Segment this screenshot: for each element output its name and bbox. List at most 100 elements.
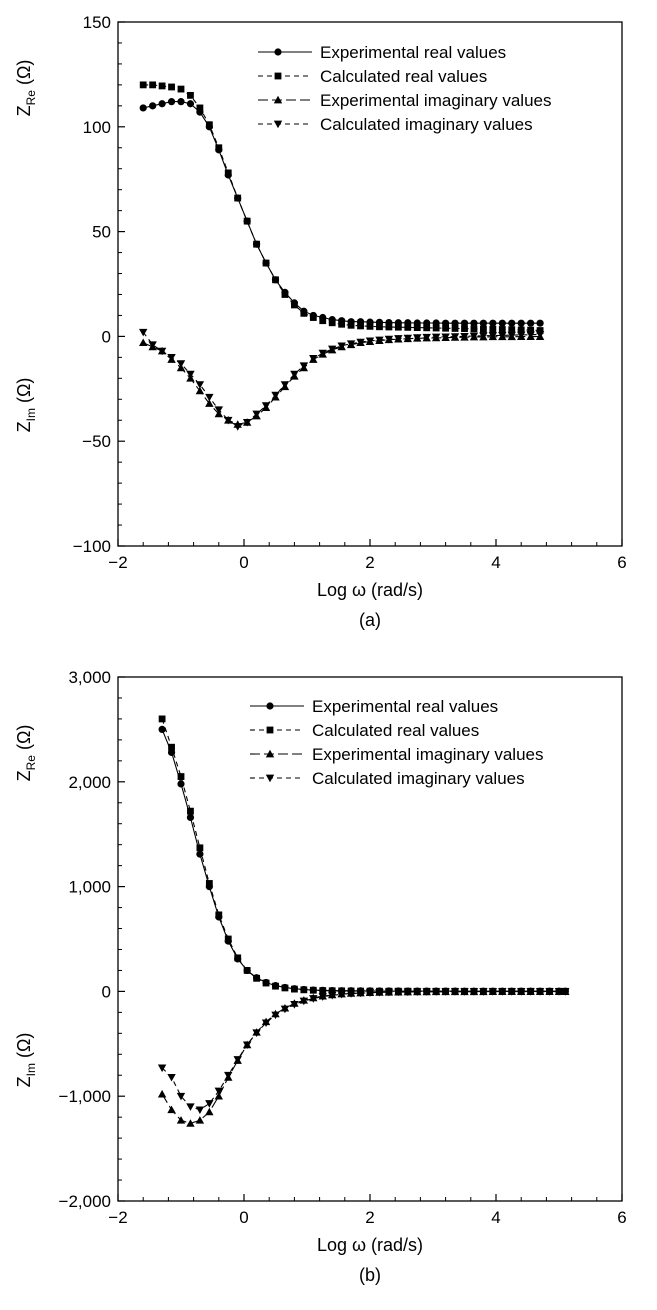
data-point	[423, 324, 431, 332]
data-point	[215, 911, 223, 919]
data-point	[205, 399, 214, 407]
data-point	[319, 317, 327, 325]
series-line	[161, 990, 566, 1111]
panel-label: (a)	[359, 610, 381, 630]
data-point	[280, 381, 290, 389]
data-point	[422, 988, 431, 996]
data-point	[554, 988, 564, 996]
x-tick-label: 2	[365, 1208, 374, 1227]
data-point	[261, 402, 271, 410]
data-point	[507, 988, 516, 996]
series-4	[139, 328, 545, 431]
data-point	[158, 82, 166, 90]
data-point	[272, 982, 279, 990]
data-point	[488, 332, 498, 340]
legend-marker	[273, 95, 283, 104]
data-point	[413, 334, 422, 342]
data-point	[149, 81, 157, 89]
data-point	[158, 715, 166, 723]
data-point	[167, 98, 176, 106]
data-point	[186, 813, 195, 822]
legend-marker	[266, 702, 274, 710]
legend-marker	[274, 72, 282, 80]
data-point	[139, 328, 148, 337]
data-point	[195, 381, 205, 389]
data-point	[291, 301, 298, 309]
data-point	[460, 988, 469, 996]
data-point	[149, 102, 157, 110]
data-point	[384, 335, 394, 344]
data-point	[195, 1116, 205, 1124]
data-point	[488, 988, 498, 996]
data-point	[176, 360, 186, 368]
data-point	[167, 354, 176, 362]
data-point	[309, 314, 317, 321]
y-tick-label: 2,000	[68, 773, 111, 792]
data-point	[139, 338, 148, 347]
data-point	[168, 83, 175, 91]
x-tick-label: 6	[617, 553, 626, 572]
data-point	[205, 1107, 214, 1116]
data-point	[431, 333, 441, 342]
data-point	[299, 362, 309, 370]
x-tick-label: 0	[239, 1208, 248, 1227]
data-point	[422, 333, 431, 342]
x-tick-label: 6	[617, 1208, 626, 1227]
data-point	[139, 104, 147, 112]
x-axis-label: Log ω (rad/s)	[317, 580, 423, 600]
data-point	[470, 319, 478, 327]
data-point	[517, 319, 525, 327]
data-point	[441, 988, 450, 996]
y-tick-label: 150	[83, 13, 111, 32]
data-point	[366, 322, 374, 330]
data-point	[498, 331, 507, 340]
data-point	[508, 326, 516, 334]
data-point	[451, 319, 459, 327]
series-2	[139, 81, 544, 334]
data-point	[214, 1092, 223, 1100]
legend-entry: Experimental real values	[320, 43, 506, 62]
data-point	[365, 989, 375, 997]
series-3	[157, 987, 570, 1127]
data-point	[167, 1105, 176, 1114]
panel-label: (b)	[359, 1265, 381, 1285]
legend-marker	[274, 48, 282, 56]
data-point	[234, 194, 242, 202]
data-point	[196, 104, 204, 112]
data-point	[205, 880, 213, 887]
data-point	[300, 986, 308, 994]
y-axis-label-imaginary: ZIm (Ω)	[14, 378, 38, 433]
data-point	[309, 986, 317, 994]
data-point	[338, 320, 346, 328]
data-point	[281, 291, 289, 298]
data-point	[139, 81, 147, 89]
x-tick-label: −2	[108, 1208, 127, 1227]
data-point	[375, 336, 384, 345]
data-point	[224, 416, 233, 425]
data-point	[517, 326, 525, 334]
data-point	[280, 1005, 290, 1014]
data-point	[187, 91, 194, 99]
data-point	[489, 319, 497, 327]
data-point	[479, 332, 488, 340]
legend-marker	[266, 726, 274, 734]
data-point	[479, 988, 488, 996]
data-point	[224, 169, 232, 177]
data-point	[517, 988, 526, 996]
data-point	[196, 844, 204, 852]
data-point	[272, 276, 279, 284]
data-point	[561, 988, 570, 996]
data-point	[517, 331, 526, 340]
data-point	[460, 319, 469, 327]
data-point	[384, 988, 394, 997]
series-line	[143, 101, 541, 324]
data-point	[357, 322, 364, 330]
data-point	[508, 319, 516, 327]
legend-entry: Experimental real values	[312, 697, 498, 716]
data-point	[469, 988, 479, 996]
legend-entry: Calculated imaginary values	[312, 769, 525, 788]
x-axis-label: Log ω (rad/s)	[317, 1235, 423, 1255]
data-point	[318, 349, 327, 358]
y-tick-label: −50	[82, 432, 111, 451]
legend-entry: Calculated real values	[320, 67, 487, 86]
